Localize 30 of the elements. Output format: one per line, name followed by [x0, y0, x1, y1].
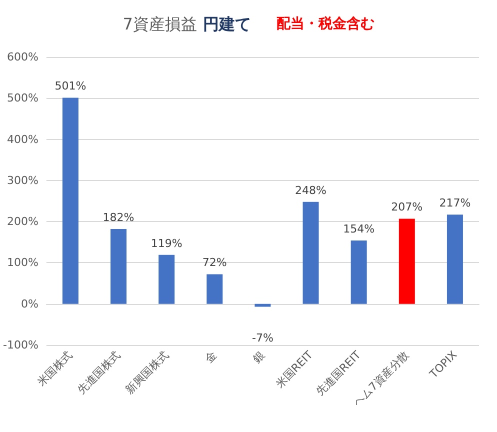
y-tick-label: 400% — [6, 132, 38, 146]
bar — [158, 254, 175, 304]
data-label: 182% — [102, 210, 134, 224]
data-label: 501% — [54, 80, 86, 93]
x-tick-label: 先進国株式 — [75, 348, 124, 396]
data-label: 217% — [439, 196, 471, 210]
bar — [62, 98, 78, 304]
chart-title: 7資産損益 円建て — [122, 14, 252, 34]
data-label: -7% — [252, 332, 274, 345]
bar — [302, 202, 319, 304]
bar — [446, 214, 463, 304]
x-tick-label: 銀 — [250, 348, 268, 366]
y-tick-label: 200% — [6, 215, 38, 228]
data-label: 154% — [343, 222, 375, 236]
data-label: 72% — [202, 256, 227, 270]
y-tick-label: 100% — [6, 256, 38, 270]
data-label: 119% — [150, 236, 182, 250]
bar — [206, 274, 223, 304]
y-tick-label: 600% — [6, 50, 38, 64]
data-label: 248% — [295, 184, 326, 197]
bar — [350, 240, 367, 304]
y-tick-label: 500% — [6, 92, 38, 105]
chart-subtitle: 配当・税金含む — [276, 15, 374, 32]
y-tick-label: 300% — [6, 174, 38, 187]
bar — [398, 218, 415, 304]
data-label: 207% — [391, 200, 423, 214]
y-tick-label: 0% — [20, 297, 38, 310]
x-tick-label: 金 — [202, 348, 220, 366]
bar — [110, 228, 127, 304]
x-tick-label: 新興国株式 — [123, 348, 172, 396]
